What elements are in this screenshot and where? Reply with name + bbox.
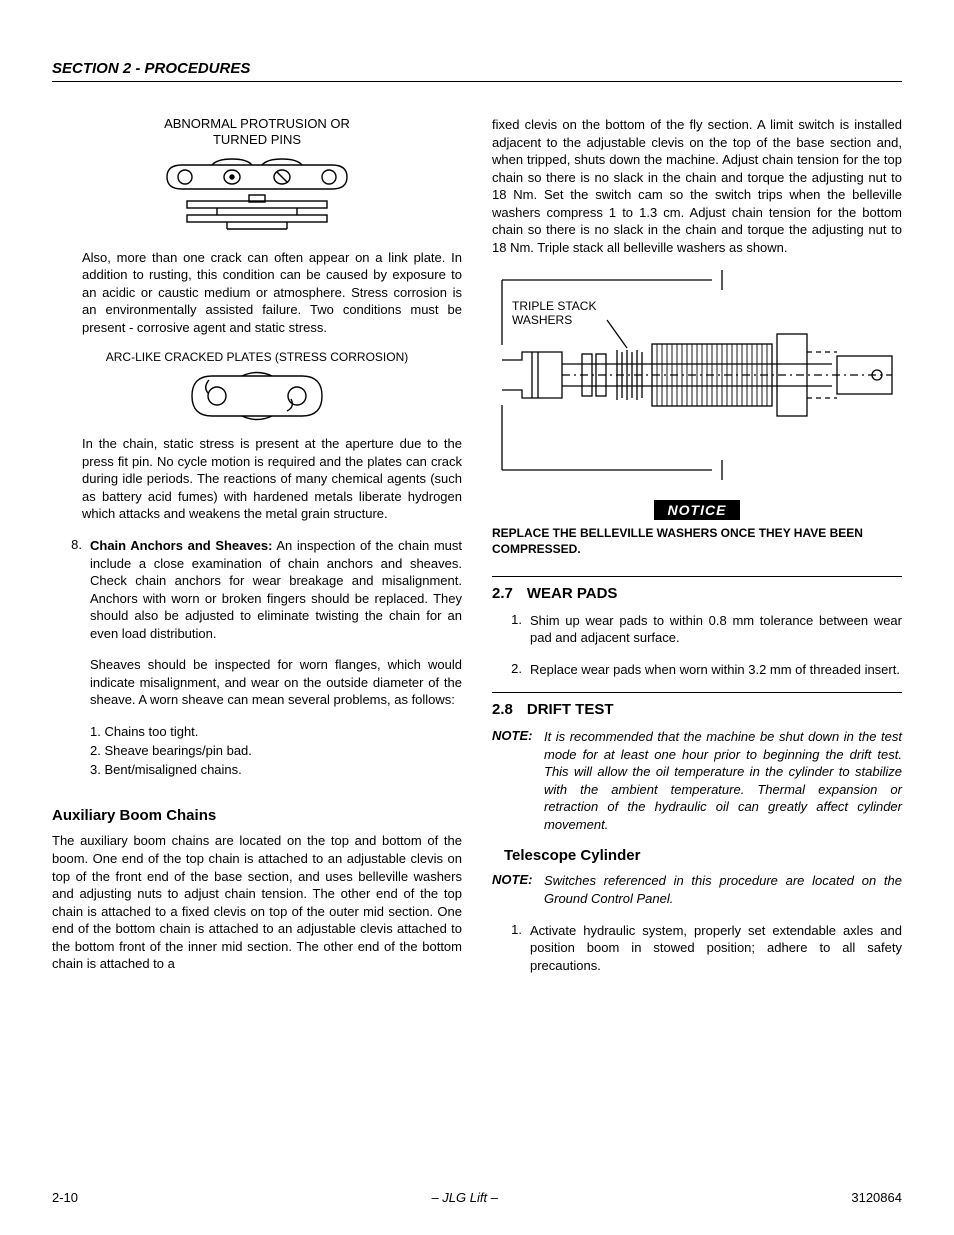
item8-body: An inspection of the chain must include … — [90, 538, 462, 641]
page-header: SECTION 2 - PROCEDURES — [52, 60, 902, 82]
sec27-item2: 2. Replace wear pads when worn within 3.… — [492, 661, 902, 679]
sec27-item2-text: Replace wear pads when worn within 3.2 m… — [530, 661, 902, 679]
aux-boom-para: The auxiliary boom chains are located on… — [52, 832, 462, 972]
sec27-item1-text: Shim up wear pads to within 0.8 mm toler… — [530, 612, 902, 647]
footer-right: 3120864 — [851, 1190, 902, 1205]
sec27-title: WEAR PADS — [527, 585, 618, 602]
notice-badge: NOTICE — [654, 500, 741, 520]
para-crack-conditions: Also, more than one crack can often appe… — [82, 249, 462, 337]
section-2-7-heading: 2.7 WEAR PADS — [492, 576, 902, 602]
fig-label-line1: TRIPLE STACK — [512, 299, 596, 313]
notice-text: REPLACE THE BELLEVILLE WASHERS ONCE THEY… — [492, 526, 902, 557]
footer-mid: – JLG Lift – — [431, 1190, 497, 1205]
sublist-1: 1. Chains too tight. — [90, 723, 462, 742]
cracked-plates-figure — [187, 371, 327, 421]
sec27-item2-num: 2. — [492, 661, 530, 679]
sec27-item1-num: 1. — [492, 612, 530, 647]
sec28-title: DRIFT TEST — [527, 701, 614, 718]
triple-stack-washers-figure: TRIPLE STACK WASHERS — [492, 270, 902, 480]
section-2-8-heading: 2.8 DRIFT TEST — [492, 692, 902, 718]
para-static-stress: In the chain, static stress is present a… — [82, 435, 462, 523]
chain-link-pins-figure — [157, 155, 357, 235]
note-label-1: NOTE: — [492, 728, 544, 833]
note-drift-test: NOTE: It is recommended that the machine… — [492, 728, 902, 833]
note-body-1: It is recommended that the machine be sh… — [544, 728, 902, 833]
footer-left: 2-10 — [52, 1190, 78, 1205]
note-switches: NOTE: Switches referenced in this proced… — [492, 872, 902, 907]
sublist-3: 3. Bent/misaligned chains. — [90, 761, 462, 780]
note-body-2: Switches referenced in this procedure ar… — [544, 872, 902, 907]
sublist-2: 2. Sheave bearings/pin bad. — [90, 742, 462, 761]
fig-label-line2: WASHERS — [512, 313, 572, 327]
item8-lead: Chain Anchors and Sheaves: — [90, 538, 272, 553]
telescope-item1-num: 1. — [492, 922, 530, 975]
item8-number: 8. — [52, 537, 90, 793]
right-column: fixed clevis on the bottom of the fly se… — [492, 116, 902, 988]
two-column-layout: ABNORMAL PROTRUSION OR TURNED PINS — [52, 116, 902, 988]
sec28-number: 2.8 — [492, 701, 513, 718]
telescope-cylinder-heading: Telescope Cylinder — [504, 847, 902, 864]
left-column: ABNORMAL PROTRUSION OR TURNED PINS — [52, 116, 462, 988]
page-footer: 2-10 – JLG Lift – 3120864 — [52, 1190, 902, 1205]
note-label-2: NOTE: — [492, 872, 544, 907]
continued-para: fixed clevis on the bottom of the fly se… — [492, 116, 902, 256]
aux-boom-heading: Auxiliary Boom Chains — [52, 807, 462, 824]
item8-para2: Sheaves should be inspected for worn fla… — [90, 656, 462, 709]
telescope-item1-text: Activate hydraulic system, properly set … — [530, 922, 902, 975]
sec27-number: 2.7 — [492, 585, 513, 602]
figure1-caption: ABNORMAL PROTRUSION OR TURNED PINS — [52, 116, 462, 149]
telescope-item1: 1. Activate hydraulic system, properly s… — [492, 922, 902, 975]
figure2-caption: ARC-LIKE CRACKED PLATES (STRESS CORROSIO… — [52, 350, 462, 365]
list-item-8: 8. Chain Anchors and Sheaves: An inspect… — [52, 537, 462, 793]
sec27-item1: 1. Shim up wear pads to within 0.8 mm to… — [492, 612, 902, 647]
